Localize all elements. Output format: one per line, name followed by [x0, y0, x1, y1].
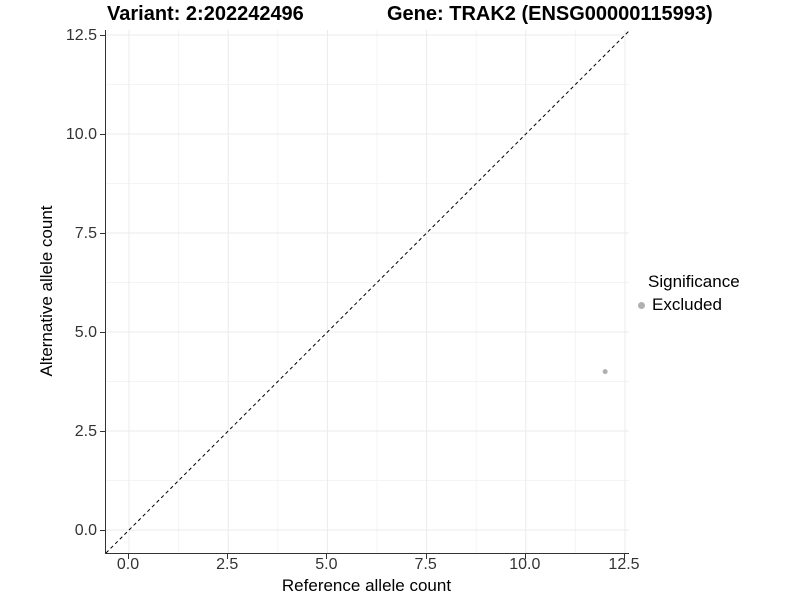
y-tick-mark: [100, 233, 105, 234]
data-points: [602, 369, 608, 375]
legend-key: [634, 298, 648, 312]
y-tick-label: 7.5: [74, 225, 97, 242]
x-tick-label: 2.5: [216, 556, 239, 573]
y-tick-label: 5.0: [74, 324, 97, 341]
x-tick-label: 7.5: [414, 556, 437, 573]
x-tick-mark: [128, 554, 129, 559]
x-tick-label: 10.0: [509, 556, 541, 573]
legend-title: Significance: [648, 272, 740, 291]
x-tick-label: 5.0: [315, 556, 338, 573]
plot-title-gene: Gene: TRAK2 (ENSG00000115993): [387, 3, 713, 25]
y-tick-label: 10.0: [65, 126, 97, 143]
grid-minor-lines: [106, 30, 629, 553]
y-tick-mark: [100, 134, 105, 135]
plot-panel: [105, 30, 629, 554]
legend-item-excluded: Excluded: [634, 295, 740, 314]
x-tick-mark: [227, 554, 229, 559]
identity-line: [106, 30, 629, 553]
legend-item-label: Excluded: [652, 295, 722, 314]
y-tick-label: 12.5: [65, 27, 97, 44]
y-tick-label: 0.0: [74, 522, 97, 539]
y-tick-mark: [100, 530, 105, 531]
plot-title-variant: Variant: 2:202242496: [107, 3, 304, 25]
identity-line: [106, 30, 629, 553]
x-tick-mark: [425, 554, 427, 559]
grid-major-lines: [106, 30, 629, 553]
legend-point-icon: [637, 301, 645, 309]
legend: Significance Excluded: [634, 272, 740, 314]
x-tick-mark: [326, 554, 328, 559]
x-tick-label: 12.5: [608, 556, 640, 573]
x-tick-label: 0.0: [116, 556, 140, 573]
y-tick-mark: [100, 332, 105, 333]
y-axis-title: Alternative allele count: [37, 205, 56, 377]
y-tick-label: 2.5: [74, 423, 97, 440]
y-tick-mark: [100, 431, 105, 432]
data-point: [602, 369, 608, 375]
x-tick-mark: [624, 554, 625, 559]
y-tick-mark: [100, 35, 105, 36]
x-tick-mark: [524, 554, 526, 559]
plot-canvas: [106, 30, 629, 553]
x-axis-title: Reference allele count: [281, 576, 452, 595]
